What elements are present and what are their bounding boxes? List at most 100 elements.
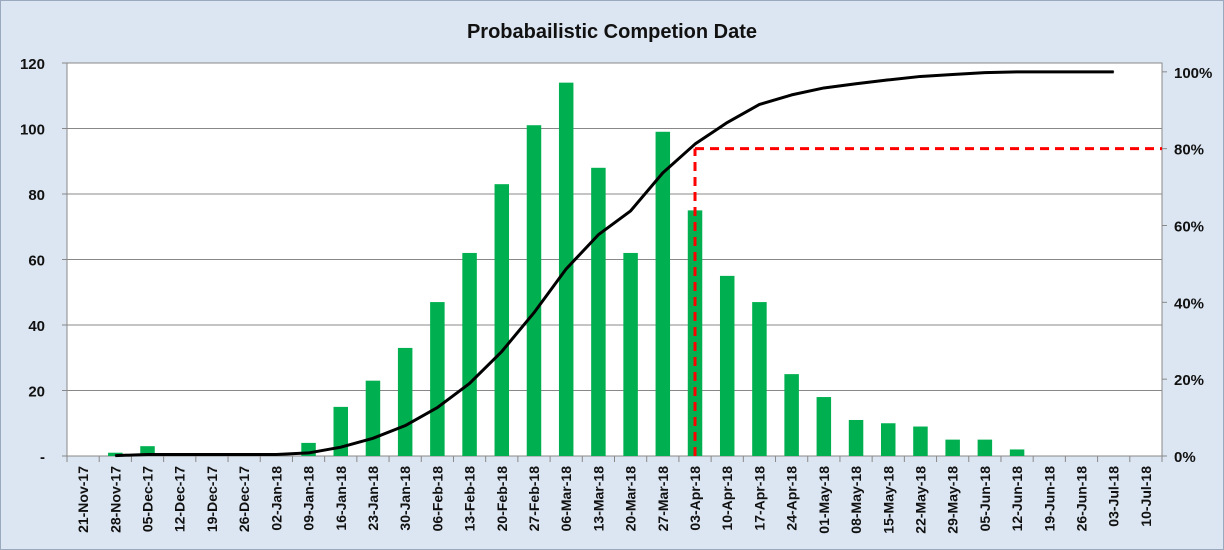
cumulative-point bbox=[823, 87, 825, 89]
cumulative-point bbox=[597, 234, 599, 236]
bar bbox=[591, 167, 606, 457]
x-tick-label: 26-Dec-17 bbox=[236, 466, 252, 532]
x-tick-label: 22-May-18 bbox=[912, 466, 928, 534]
x-tick-label: 05-Dec-17 bbox=[140, 466, 156, 532]
cumulative-point bbox=[694, 143, 696, 145]
x-tick-label: 23-Jan-18 bbox=[365, 466, 381, 531]
chart-title: Probabailistic Competion Date bbox=[466, 21, 758, 43]
x-tick-label: 21-Nov-17 bbox=[75, 466, 91, 533]
y2-tick-label: 80% bbox=[1174, 142, 1204, 159]
y2-tick-label: 20% bbox=[1174, 372, 1204, 389]
cumulative-point bbox=[984, 72, 986, 74]
x-tick-label: 13-Mar-18 bbox=[590, 466, 606, 532]
y2-tick-label: 100% bbox=[1174, 65, 1212, 82]
y-tick-label: 60 bbox=[28, 253, 45, 270]
cumulative-point bbox=[372, 437, 374, 439]
cumulative-point bbox=[1113, 71, 1115, 73]
x-tick-label: 20-Mar-18 bbox=[623, 466, 639, 532]
cumulative-point bbox=[275, 453, 277, 455]
bar bbox=[719, 275, 735, 456]
bar bbox=[462, 252, 477, 456]
y-tick-label: 80 bbox=[28, 187, 45, 204]
cumulative-point bbox=[662, 172, 664, 174]
x-tick-label: 27-Mar-18 bbox=[655, 466, 671, 532]
cumulative-point bbox=[565, 268, 567, 270]
x-tick-label: 09-Jan-18 bbox=[301, 466, 317, 531]
bar bbox=[1009, 449, 1025, 456]
bar bbox=[623, 252, 638, 456]
x-tick-label: 27-Feb-18 bbox=[526, 466, 542, 532]
x-tick-label: 10-Apr-18 bbox=[719, 466, 735, 531]
y-tick-label: 120 bbox=[20, 56, 45, 73]
x-tick-label: 24-Apr-18 bbox=[784, 466, 800, 531]
cumulative-point bbox=[436, 407, 438, 409]
y-tick-label: 40 bbox=[28, 318, 45, 335]
bar bbox=[752, 302, 767, 456]
cumulative-point bbox=[469, 382, 471, 384]
y-tick-label: 20 bbox=[28, 384, 45, 401]
bar bbox=[333, 406, 348, 456]
cumulative-point bbox=[758, 103, 760, 105]
x-tick-label: 12-Dec-17 bbox=[172, 466, 188, 532]
x-tick-label: 19-Jun-18 bbox=[1041, 466, 1057, 532]
x-tick-label: 03-Apr-18 bbox=[687, 466, 703, 531]
x-tick-label: 06-Mar-18 bbox=[558, 466, 574, 532]
x-tick-label: 10-Jul-18 bbox=[1138, 466, 1154, 527]
cumulative-point bbox=[179, 453, 181, 455]
x-tick-label: 26-Jun-18 bbox=[1073, 466, 1089, 532]
y2-tick-label: 60% bbox=[1174, 219, 1204, 236]
cumulative-point bbox=[630, 210, 632, 212]
x-tick-label: 02-Jan-18 bbox=[268, 466, 284, 531]
bar bbox=[365, 380, 381, 456]
cumulative-point bbox=[501, 351, 503, 353]
cumulative-point bbox=[147, 453, 149, 455]
y2-tick-label: 40% bbox=[1174, 295, 1204, 312]
bar bbox=[848, 419, 864, 456]
cumulative-point bbox=[1048, 71, 1050, 73]
x-tick-label: 06-Feb-18 bbox=[429, 466, 445, 532]
bar bbox=[494, 184, 510, 457]
cumulative-point bbox=[952, 74, 954, 76]
cumulative-point bbox=[919, 75, 921, 77]
x-tick-label: 29-May-18 bbox=[945, 466, 961, 534]
x-tick-label: 03-Jul-18 bbox=[1106, 466, 1122, 527]
x-tick-label: 19-Dec-17 bbox=[204, 466, 220, 532]
x-tick-label: 12-Jun-18 bbox=[1009, 466, 1025, 532]
x-tick-label: 16-Jan-18 bbox=[333, 466, 349, 531]
bar bbox=[881, 423, 896, 456]
cumulative-point bbox=[308, 452, 310, 454]
x-tick-label: 30-Jan-18 bbox=[397, 466, 413, 531]
cumulative-point bbox=[855, 83, 857, 85]
x-tick-label: 05-Jun-18 bbox=[977, 466, 993, 532]
x-tick-label: 28-Nov-17 bbox=[107, 466, 123, 533]
cumulative-point bbox=[340, 446, 342, 448]
bar bbox=[977, 439, 993, 456]
y-tick-label: - bbox=[40, 449, 45, 466]
bar bbox=[784, 374, 799, 456]
bar bbox=[655, 131, 671, 456]
cumulative-point bbox=[114, 455, 116, 457]
x-tick-label: 13-Feb-18 bbox=[462, 466, 478, 532]
x-tick-label: 15-May-18 bbox=[880, 466, 896, 534]
bar bbox=[816, 397, 832, 456]
cumulative-point bbox=[791, 94, 793, 96]
cumulative-point bbox=[1080, 71, 1082, 73]
cumulative-point bbox=[1016, 71, 1018, 73]
bar bbox=[526, 125, 542, 456]
y2-tick-label: 0% bbox=[1174, 449, 1196, 466]
bar bbox=[140, 446, 155, 456]
x-tick-label: 17-Apr-18 bbox=[751, 466, 767, 531]
cumulative-point bbox=[243, 453, 245, 455]
bar bbox=[913, 426, 928, 456]
bar bbox=[945, 439, 960, 456]
x-tick-label: 01-May-18 bbox=[816, 466, 832, 534]
cumulative-point bbox=[533, 312, 535, 314]
x-tick-label: 20-Feb-18 bbox=[494, 466, 510, 532]
bar bbox=[397, 347, 413, 456]
y-tick-label: 100 bbox=[20, 122, 45, 139]
cumulative-point bbox=[887, 79, 889, 81]
bar bbox=[430, 302, 445, 456]
cumulative-line bbox=[115, 70, 1114, 458]
